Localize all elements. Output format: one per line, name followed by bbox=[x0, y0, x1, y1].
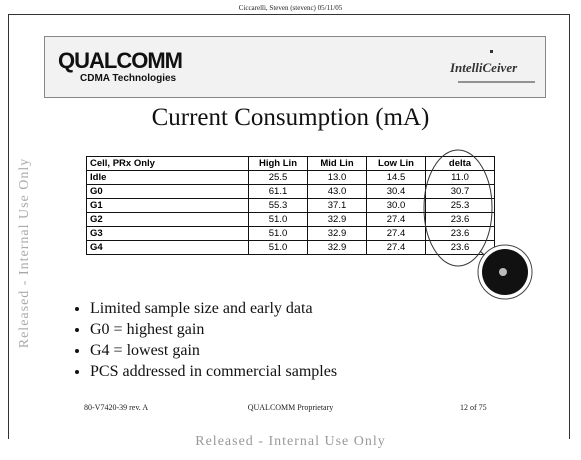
highlight-ellipse bbox=[423, 149, 493, 267]
slide-title: Current Consumption (mA) bbox=[151, 104, 430, 131]
header-author: Ciccarelli, Steven (stevenc) 05/11/05 bbox=[238, 4, 343, 12]
table-row: G4 51.0 32.9 27.4 23.6 bbox=[86, 240, 495, 255]
footer-center: QUALCOMM Proprietary bbox=[247, 403, 334, 412]
bullet: G0 = highest gain bbox=[90, 319, 337, 340]
product-logo: IntelliCeiver bbox=[450, 60, 518, 75]
bullet: PCS addressed in commercial samples bbox=[90, 361, 337, 382]
logo-subtitle: CDMA Technologies bbox=[80, 73, 177, 84]
logo-icon bbox=[490, 50, 493, 53]
footer-doc: 80-V7420-39 rev. A bbox=[84, 403, 149, 412]
chip-center bbox=[499, 268, 507, 276]
table-row: G2 51.0 32.9 27.4 23.6 bbox=[86, 212, 495, 227]
table-cell: 32.9 bbox=[307, 240, 367, 255]
watermark-bottom: Released - Internal Use Only bbox=[195, 434, 386, 449]
table-cell: 23.6 bbox=[425, 240, 495, 255]
table-cell: 27.4 bbox=[366, 240, 426, 255]
table-row: G3 51.0 32.9 27.4 23.6 bbox=[86, 226, 495, 241]
bullet: Limited sample size and early data bbox=[90, 298, 337, 319]
table-cell: G4 bbox=[86, 240, 249, 255]
slide-frame bbox=[8, 14, 570, 439]
table-row: G0 61.1 43.0 30.4 30.7 bbox=[86, 184, 495, 199]
logo: QUALCOMM bbox=[58, 48, 183, 73]
footer-page: 12 of 75 bbox=[460, 403, 487, 412]
bullet-list: Limited sample size and early dataG0 = h… bbox=[72, 298, 337, 382]
bullet: G4 = lowest gain bbox=[90, 340, 337, 361]
data-table: Cell, PRx Only High Lin Mid Lin Low Lin delt… bbox=[86, 156, 495, 255]
logo-banner bbox=[44, 36, 546, 98]
